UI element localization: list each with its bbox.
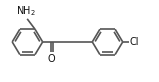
- Text: Cl: Cl: [130, 37, 139, 47]
- Text: NH$_2$: NH$_2$: [16, 4, 36, 18]
- Text: O: O: [48, 54, 55, 64]
